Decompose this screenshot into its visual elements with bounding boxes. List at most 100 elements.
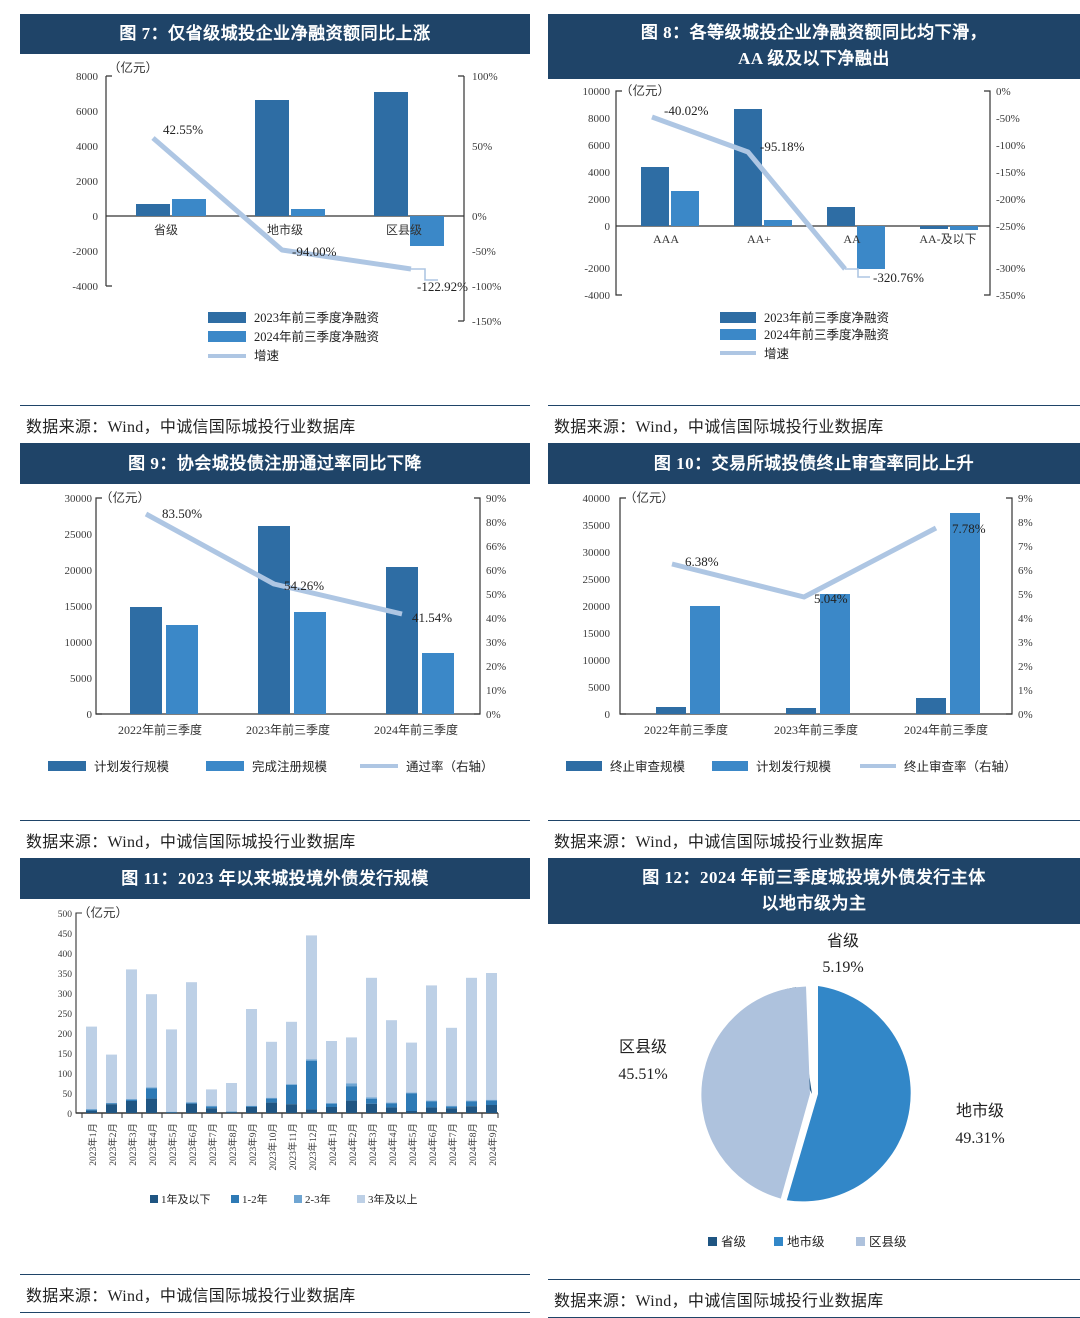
bar-seg-2-3y: [126, 1099, 137, 1100]
svg-text:20000: 20000: [583, 601, 611, 613]
bar-2024-地市级: [291, 209, 325, 216]
bar-2024-AAA: [671, 191, 699, 226]
legend-swatch-地市级: [774, 1237, 783, 1246]
svg-text:-4000: -4000: [72, 281, 98, 293]
bar-seg-1-2y: [186, 1103, 197, 1104]
legend-swatch-区县级: [856, 1237, 865, 1246]
svg-text:2000: 2000: [588, 194, 611, 206]
figure-10-chart: 40000 35000 30000 25000 20000 15000 1000…: [548, 484, 1080, 802]
legend-swatch-2023: [208, 312, 246, 323]
figure-11-stacked-bars: [86, 935, 497, 1113]
svg-text:60%: 60%: [486, 565, 506, 577]
svg-text:-100%: -100%: [472, 281, 501, 293]
bar-seg-1y-: [206, 1108, 217, 1113]
bar-seg-1y-: [406, 1111, 417, 1113]
bar-seg-2-3y: [386, 1103, 397, 1104]
legend-swatch-2024: [208, 331, 246, 342]
figure-panel-7: 图 7：仅省级城投企业净融资额同比上涨 8000 6000 4000 2000 …: [20, 14, 530, 444]
legend-label-plan: 计划发行规模: [756, 759, 832, 774]
svg-text:8000: 8000: [76, 71, 99, 83]
y-axis-left-ticks: 30000 25000 20000 15000 10000 5000 0: [65, 493, 93, 721]
x-month-19: 2024年8月: [467, 1123, 479, 1166]
x-month-0: 2023年1月: [87, 1123, 99, 1166]
legend-label-省级: 省级: [721, 1235, 747, 1249]
svg-text:-2000: -2000: [584, 263, 610, 275]
pie-slice-区县级: [701, 987, 810, 1199]
svg-text:0: 0: [93, 211, 99, 223]
legend-label-1y-: 1年及以下: [161, 1192, 211, 1206]
y-axis-left-ticks: 8000 6000 4000 2000 0 -2000 -4000: [72, 71, 98, 293]
figure-panel-12: 图 12：2024 年前三季度城投境外债发行主体 以地市级为主 省级 5.19%: [548, 859, 1080, 1313]
x-month-4: 2023年5月: [167, 1123, 179, 1166]
svg-text:-4000: -4000: [584, 290, 610, 302]
bar-2023-AAA: [641, 167, 669, 226]
bar-seg-1-2y: [326, 1104, 337, 1107]
svg-text:150: 150: [58, 1050, 73, 1060]
bar-seg-2-3y: [206, 1106, 217, 1107]
svg-text:350: 350: [58, 970, 73, 980]
svg-text:-150%: -150%: [996, 167, 1025, 179]
pie-label-省级-name: 省级: [827, 932, 859, 950]
svg-text:4%: 4%: [1018, 613, 1033, 625]
left-axis-bracket: [76, 913, 82, 1113]
x-month-5: 2023年6月: [187, 1123, 199, 1166]
figure-10-chart-area: 40000 35000 30000 25000 20000 15000 1000…: [548, 484, 1080, 820]
figure-12-legend: 省级 地市级 区县级: [708, 1234, 907, 1249]
bar-seg-3y+: [406, 1043, 417, 1093]
svg-text:80%: 80%: [486, 517, 506, 529]
bar-seg-3y+: [246, 1009, 257, 1106]
svg-text:-200%: -200%: [996, 194, 1025, 206]
figure-panel-9: 图 9：协会城投债注册通过率同比下降 30000 25000 20000 150…: [20, 444, 530, 859]
figure-9-source: 数据来源：Wind，中诚信国际城投行业数据库: [20, 820, 530, 859]
legend-label-地市级: 地市级: [787, 1234, 825, 1249]
figure-8-title: 图 8：各等级城投企业净融资额同比均下滑， AA 级及以下净融出: [548, 14, 1080, 79]
x-month-10: 2023年11月: [287, 1123, 299, 1170]
bar-seg-3y+: [266, 1042, 277, 1098]
left-axis-bracket: [620, 498, 626, 714]
bar-seg-2-3y: [186, 1102, 197, 1103]
svg-text:10000: 10000: [65, 637, 93, 649]
bar-seg-1y-: [446, 1108, 457, 1113]
svg-text:30%: 30%: [486, 637, 506, 649]
y-axis-right-ticks: 0% -50% -100% -150% -200% -250% -300% -3…: [996, 86, 1025, 302]
figure-10-source: 数据来源：Wind，中诚信国际城投行业数据库: [548, 820, 1080, 859]
figure-7-chart: 8000 6000 4000 2000 0 -2000 -4000 100% 5…: [20, 54, 530, 384]
svg-text:2000: 2000: [76, 176, 99, 188]
bar-seg-1y-: [326, 1107, 337, 1113]
svg-text:6%: 6%: [1018, 565, 1033, 577]
bar-term-2024: [916, 698, 946, 714]
svg-text:0%: 0%: [472, 211, 487, 223]
bar-seg-1y-: [466, 1106, 477, 1113]
figure-8-unit: （亿元）: [620, 83, 670, 98]
bar-reg-2022: [166, 625, 198, 714]
bar-2023-地市级: [255, 100, 289, 216]
bar-seg-2-3y: [366, 1097, 377, 1099]
figure-panel-8: 图 8：各等级城投企业净融资额同比均下滑， AA 级及以下净融出 10000 8…: [548, 14, 1080, 444]
legend-label-rate: 通过率（右轴）: [406, 759, 494, 774]
legend-swatch-growth: [720, 351, 756, 355]
rate-label-0: 6.38%: [685, 554, 719, 569]
y-axis-right-ticks: 100% 50% 0% -50% -100% -150%: [472, 71, 501, 328]
bar-seg-3y+: [466, 978, 477, 1101]
growth-label-0: 42.55%: [163, 122, 203, 137]
x-month-13: 2024年2月: [347, 1123, 359, 1166]
bar-seg-1-2y: [206, 1107, 217, 1109]
bar-seg-3y+: [106, 1055, 117, 1103]
bar-seg-3y+: [86, 1027, 97, 1109]
bar-seg-1y-: [126, 1101, 137, 1113]
bar-2023-区县级: [374, 92, 408, 216]
left-axis-bracket: [106, 76, 112, 286]
pie-labels: 省级 5.19% 区县级 45.51% 地市级 49.31%: [618, 932, 1004, 1147]
legend-swatch-1y-: [150, 1195, 158, 1203]
svg-text:0%: 0%: [996, 86, 1011, 98]
bar-series-2023: [136, 92, 408, 216]
bar-seg-1y-: [366, 1104, 377, 1113]
bar-seg-1-2y: [446, 1107, 457, 1109]
svg-text:400: 400: [58, 950, 73, 960]
bar-seg-1y-: [146, 1099, 157, 1113]
pie-label-地市级-name: 地市级: [956, 1102, 1004, 1120]
x-month-11: 2023年12月: [307, 1123, 319, 1171]
bar-seg-2-3y: [306, 1059, 317, 1061]
legend-swatch-terminated: [566, 761, 602, 771]
